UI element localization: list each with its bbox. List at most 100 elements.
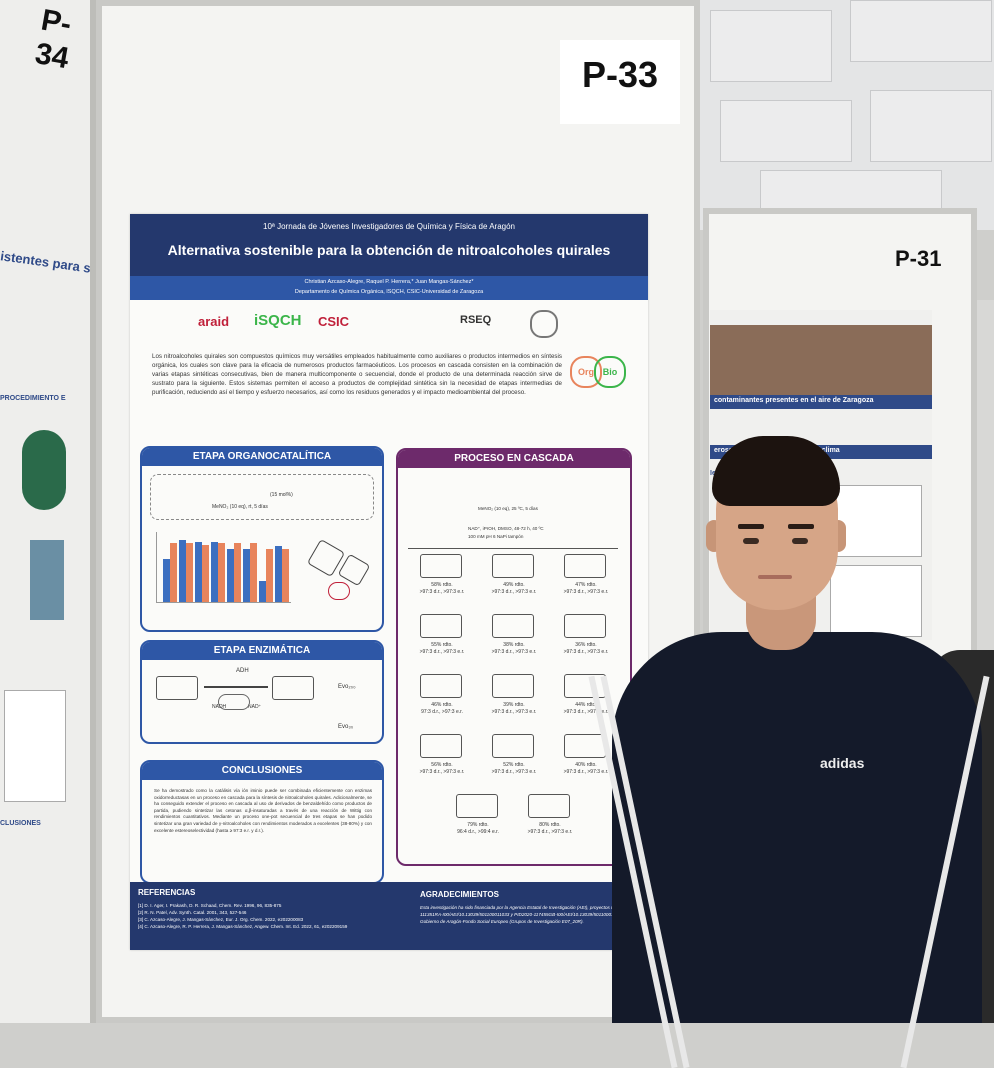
acknowledgements-header: AGRADECIMIENTOS (420, 890, 499, 899)
bio-badge: Bio (594, 356, 626, 388)
product-yield: 49% rdto. (503, 582, 525, 588)
product-selectivity: >97:3 d.r., >97:3 e.r. (563, 709, 609, 715)
product-selectivity: >97:3 d.r., >97:3 e.r. (491, 589, 537, 595)
product-yield: 79% rdto. (467, 822, 489, 828)
product-structure (420, 734, 462, 758)
section-conclusions: CONCLUSIONES Se ha demostrado como la ca… (140, 760, 384, 884)
left-poster-heading: istentes para su (0, 248, 100, 277)
product-yield: 46% rdto. (431, 702, 453, 708)
logo-rseq: RSEQ (460, 314, 492, 326)
poster-author-band: Christian Azcaso-Alegre, Raquel P. Herre… (130, 276, 648, 300)
logo-araid: araid (198, 314, 230, 329)
organo-scheme (150, 474, 374, 520)
logo-csic: CSIC (318, 314, 350, 329)
person-eye (743, 538, 759, 544)
left-poster-chart (4, 690, 66, 802)
panel-sign-main: P-33 (560, 40, 680, 124)
chart-bar (179, 540, 186, 602)
section-cascade-header: PROCESO EN CASCADA (398, 450, 630, 468)
chart-bar (218, 543, 225, 602)
logo-isqch: iSQCH (254, 312, 302, 329)
acknowledgements-text: Esta investigación ha sido financiada po… (420, 905, 631, 924)
chart-bar (243, 548, 250, 602)
poster-footer: REFERENCIAS [1] D. I. Ager, I. Prakash, … (130, 882, 648, 950)
right-poster-title: contaminantes presentes en el aire de Za… (714, 397, 874, 404)
reference-1: [1] D. I. Ager, I. Prakash, D. R. Schaad… (138, 903, 282, 908)
left-poster-figure (22, 430, 66, 510)
enzyme-product (272, 676, 314, 700)
product-yield: 40% rdto. (575, 762, 597, 768)
references-list: [1] D. I. Ager, I. Prakash, D. R. Schaad… (138, 902, 408, 930)
organo-bar-chart (156, 532, 291, 603)
catalyst-structure (302, 534, 372, 610)
section-organocatalytic: ETAPA ORGANOCATALÍTICA (15 mol%) MeNO₂ (… (140, 446, 384, 632)
logo-seal (530, 310, 558, 338)
section-organocatalytic-header: ETAPA ORGANOCATALÍTICA (142, 448, 382, 466)
product-structure (492, 554, 534, 578)
chart-bar (211, 541, 218, 602)
product-yield: 38% rdto. (503, 642, 525, 648)
enzyme-evo-b: Evo₃₀ (338, 724, 354, 730)
product-selectivity: 96:4 d.r., >99:4 e.r. (457, 829, 499, 835)
chart-bar (202, 544, 209, 602)
poster-title: Alternativa sostenible para la obtención… (167, 242, 611, 258)
cascade-condition-2: NAD⁺, iPrOH, DMSO, 48-72 h, 40 ºC (468, 526, 544, 531)
product-yield: 58% rdto. (431, 582, 453, 588)
section-conclusions-header: CONCLUSIONES (142, 762, 382, 780)
cascade-condition-3: 100 mM pH 6 NaPi tampón (468, 534, 524, 539)
reference-3: [3] C. Azcaso-Alegre, J. Mangas-Sánchez,… (138, 917, 304, 922)
org-badge: Org (570, 356, 602, 388)
chart-bar (259, 581, 266, 602)
product-selectivity: >97:3 d.r., >97:3 e.r. (419, 589, 465, 595)
poster-authors: Christian Azcaso-Alegre, Raquel P. Herre… (304, 279, 474, 285)
person-mouth (758, 575, 792, 579)
chart-bar (227, 548, 234, 602)
organo-loading: (15 mol%) (270, 492, 293, 498)
right-poster-title-band: contaminantes presentes en el aire de Za… (710, 395, 932, 409)
panel-sign-right: P-31 (895, 246, 942, 271)
product-structure (492, 614, 534, 638)
product-selectivity: >97:3 d.r., >97:3 e.r. (491, 649, 537, 655)
product-yield: 36% rdto. (575, 642, 597, 648)
scientific-poster: 10ª Jornada de Jóvenes Investigadores de… (130, 214, 648, 950)
person-sweater (588, 632, 990, 1068)
chart-bar (275, 546, 282, 602)
poster-panel-left: P-34 istentes para su PROCEDIMIENTO EXPE… (0, 0, 100, 1023)
section-enzymatic: ETAPA ENZIMÁTICA ADH NADH NAD⁺ Evo₂₀₀ Ev… (140, 640, 384, 744)
conclusions-text: Se ha demostrado como la catálisis vía i… (154, 788, 372, 833)
product-yield: 44% rdto. (575, 702, 597, 708)
product-structure (492, 674, 534, 698)
panel-frame (90, 0, 98, 1023)
left-poster-crystal-figure (30, 540, 64, 620)
chart-bar (170, 543, 177, 602)
product-yield: 47% rdto. (575, 582, 597, 588)
product-selectivity: >97:3 d.r., >97:3 e.r. (491, 769, 537, 775)
left-poster-section: PROCEDIMIENTO EXPERIMENTAL (0, 395, 66, 402)
chart-bar (195, 541, 202, 602)
product-selectivity: >97:3 d.r., >97:3 e.r. (491, 709, 537, 715)
left-poster-conclusions: CLUSIONES (0, 820, 41, 827)
section-enzymatic-header: ETAPA ENZIMÁTICA (142, 642, 382, 660)
cascade-products: 58% rdto. >97:3 d.r., >97:3 e.r. 49% rdto.… (398, 554, 634, 854)
ceiling (700, 0, 994, 230)
person-hair (712, 436, 840, 506)
product-yield: 80% rdto. (539, 822, 561, 828)
chart-bar (266, 548, 273, 602)
product-structure (420, 554, 462, 578)
product-structure (564, 734, 606, 758)
enzyme-nad-label: NAD⁺ (248, 704, 262, 710)
poster-affiliation: Departamento de Química Orgánica, ISQCH,… (294, 289, 484, 295)
enzyme-evo-a: Evo₂₀₀ (338, 684, 356, 690)
references-header: REFERENCIAS (138, 888, 196, 897)
chart-bar (250, 543, 257, 602)
organo-conditions: MeNO₂ (10 eq), rt, 5 días (212, 504, 268, 510)
product-selectivity: >97:3 d.r., >97:3 e.r. (563, 769, 609, 775)
product-structure (564, 554, 606, 578)
section-cascade: PROCESO EN CASCADA MeNO₂ (10 eq), 25 ºC,… (396, 448, 632, 866)
person-eyebrow (738, 524, 764, 529)
poster-introduction: Los nitroalcoholes quirales son compuest… (152, 353, 562, 396)
enzyme-adh-label: ADH (236, 668, 249, 674)
product-yield: 55% rdto. (431, 642, 453, 648)
product-yield: 39% rdto. (503, 702, 525, 708)
product-selectivity: >97:3 d.r., >97:3 e.r. (527, 829, 573, 835)
